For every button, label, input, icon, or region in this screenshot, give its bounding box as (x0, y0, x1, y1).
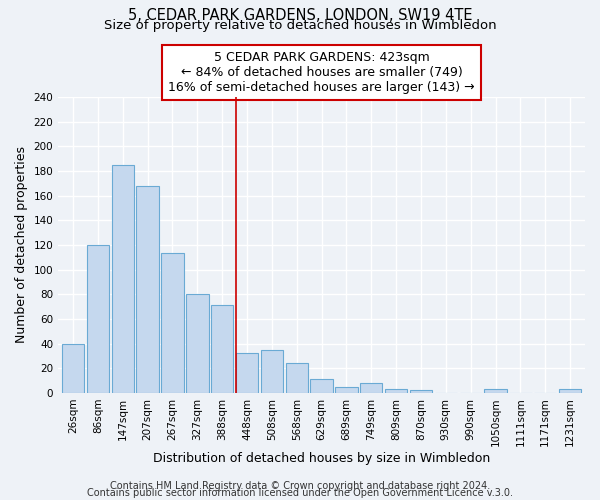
Bar (112, 164, 134, 393)
Bar (62, 344, 84, 393)
Bar (211, 306, 233, 393)
Text: Contains HM Land Registry data © Crown copyright and database right 2024.: Contains HM Land Registry data © Crown c… (110, 481, 490, 491)
Bar (286, 363, 308, 393)
Text: Size of property relative to detached houses in Wimbledon: Size of property relative to detached ho… (104, 19, 496, 32)
Bar (310, 380, 333, 393)
Bar (186, 294, 209, 393)
Bar (360, 383, 382, 393)
Bar (335, 386, 358, 393)
Text: 5 CEDAR PARK GARDENS: 423sqm
← 84% of detached houses are smaller (749)
16% of s: 5 CEDAR PARK GARDENS: 423sqm ← 84% of de… (168, 51, 475, 94)
Text: Contains public sector information licensed under the Open Government Licence v.: Contains public sector information licen… (87, 488, 513, 498)
Bar (385, 389, 407, 393)
Bar (484, 389, 507, 393)
Bar (87, 245, 109, 393)
Text: 5, CEDAR PARK GARDENS, LONDON, SW19 4TE: 5, CEDAR PARK GARDENS, LONDON, SW19 4TE (128, 8, 472, 22)
Bar (260, 350, 283, 393)
Bar (236, 354, 258, 393)
X-axis label: Distribution of detached houses by size in Wimbledon: Distribution of detached houses by size … (153, 452, 490, 465)
Y-axis label: Number of detached properties: Number of detached properties (15, 146, 28, 344)
Bar (161, 254, 184, 393)
Bar (410, 390, 432, 393)
Bar (559, 389, 581, 393)
Bar (136, 186, 159, 393)
